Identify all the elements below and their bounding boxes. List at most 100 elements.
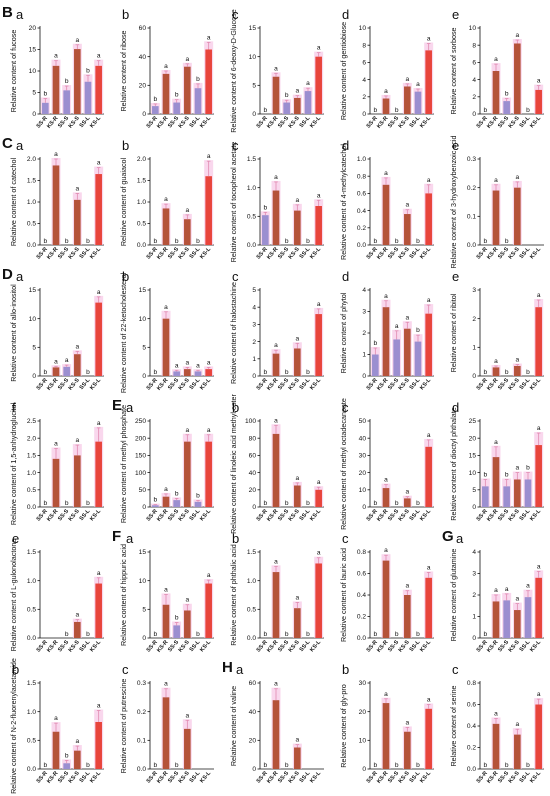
bar	[535, 704, 542, 769]
significance-label: a	[384, 477, 388, 484]
bar	[173, 102, 180, 114]
bar	[514, 734, 521, 769]
x-tick-label: KS-R	[46, 770, 59, 784]
x-tick-label: KS-S	[288, 508, 301, 522]
y-tick-label: 1.0	[27, 709, 36, 716]
y-tick-label: 0	[142, 111, 146, 118]
y-tick-label: 5	[252, 287, 256, 294]
x-tick-label: KS-R	[266, 770, 279, 784]
significance-label: a	[515, 596, 519, 603]
significance-label: b	[416, 631, 420, 638]
y-tick-label: 1.0	[27, 578, 36, 585]
y-tick-label: 100	[135, 470, 146, 477]
panel-letter: a	[236, 662, 244, 677]
x-tick-label: KS-L	[529, 377, 542, 391]
bar	[162, 496, 170, 507]
bar	[404, 214, 411, 245]
y-tick-label: 60	[249, 680, 257, 687]
bar	[272, 76, 280, 114]
x-tick-label: KS-L	[419, 246, 432, 260]
significance-label: b	[86, 67, 90, 74]
section-letter: G	[442, 528, 454, 545]
bar	[294, 348, 301, 376]
significance-label: b	[86, 500, 90, 507]
section-letter: B	[2, 4, 13, 21]
significance-label: b	[153, 497, 157, 504]
x-tick-label: KS-L	[199, 508, 212, 522]
x-tick-label: KS-S	[288, 246, 301, 260]
bar	[173, 371, 180, 376]
significance-label: b	[483, 762, 487, 769]
y-tick-label: 5	[252, 83, 256, 90]
y-axis-label: Relative content of hippuric acid	[119, 544, 128, 646]
x-tick-label: KS-R	[486, 377, 499, 391]
x-tick-label: KS-L	[199, 115, 212, 129]
y-tick-label: 0.2	[467, 185, 476, 192]
y-tick-label: 0	[362, 504, 366, 511]
y-tick-label: 4	[472, 77, 476, 84]
y-axis-label: Relative content of ribose	[119, 30, 128, 111]
significance-label: a	[75, 343, 79, 350]
y-tick-label: 10	[249, 54, 257, 61]
significance-label: b	[86, 369, 90, 376]
significance-label: a	[75, 437, 79, 444]
y-tick-label: 0.5	[247, 607, 256, 614]
x-tick-label: KS-L	[89, 508, 102, 522]
significance-label: b	[175, 615, 179, 622]
y-tick-label: 20	[249, 738, 257, 745]
y-tick-label: 0	[362, 766, 366, 773]
section-letter: E	[112, 397, 122, 414]
significance-label: a	[75, 738, 79, 745]
y-tick-label: 0	[142, 635, 146, 642]
significance-label: a	[185, 359, 189, 366]
y-axis-label: Relative content of 6-deoxy-D-Glucose	[229, 9, 238, 132]
y-tick-label: 100	[245, 418, 256, 425]
bar	[524, 597, 532, 638]
significance-label: a	[494, 56, 498, 63]
y-tick-label: 0.4	[357, 592, 366, 599]
y-tick-label: 15	[29, 47, 37, 54]
x-tick-label: KS-R	[486, 115, 499, 129]
significance-label: a	[185, 56, 189, 63]
panel-letter: e	[452, 269, 459, 284]
y-tick-label: 1.5	[27, 549, 36, 556]
bar	[194, 88, 202, 114]
bar	[95, 721, 102, 769]
x-tick-label: KS-R	[376, 377, 389, 391]
significance-label: b	[86, 238, 90, 245]
bar	[514, 365, 521, 376]
y-tick-label: 0.2	[137, 709, 146, 716]
bar	[74, 199, 81, 245]
y-tick-label: 1.5	[137, 178, 146, 185]
significance-label: a	[295, 594, 299, 601]
y-tick-label: 0	[362, 111, 366, 118]
significance-label: b	[263, 762, 267, 769]
x-tick-label: KS-R	[46, 639, 59, 653]
y-tick-label: 40	[249, 470, 257, 477]
y-tick-label: 0.6	[357, 191, 366, 198]
significance-label: b	[285, 631, 289, 638]
x-tick-label: KS-L	[419, 508, 432, 522]
significance-label: b	[373, 238, 377, 245]
significance-label: b	[175, 762, 179, 769]
significance-label: a	[494, 177, 498, 184]
panel-letter: a	[126, 531, 134, 546]
bar	[205, 369, 212, 376]
significance-label: a	[207, 359, 211, 366]
bar	[95, 441, 102, 507]
y-axis-label: Relative content of N-2-fluorenylacetami…	[9, 658, 18, 794]
y-tick-label: 20	[249, 487, 257, 494]
y-tick-label: 20	[359, 709, 367, 716]
significance-label: a	[274, 65, 278, 72]
y-axis-label: Relative content of valine	[229, 686, 238, 766]
bar	[425, 193, 432, 245]
bar	[414, 341, 422, 376]
x-tick-label: KS-R	[376, 770, 389, 784]
significance-label: b	[526, 107, 530, 114]
significance-label: b	[43, 369, 47, 376]
bar	[315, 56, 322, 114]
significance-label: b	[395, 107, 399, 114]
y-tick-label: 5	[142, 345, 146, 352]
